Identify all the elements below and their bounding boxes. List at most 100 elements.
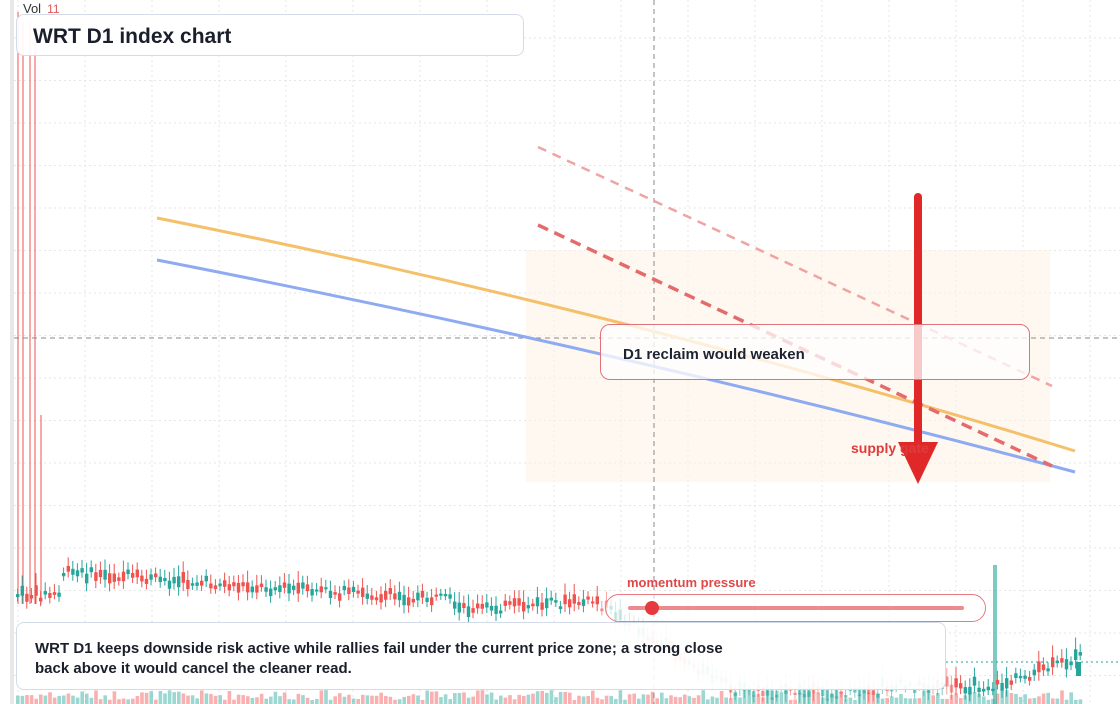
candle-body — [563, 594, 567, 605]
volume-bar — [577, 695, 581, 704]
candle-body — [351, 586, 356, 593]
candle-body — [834, 688, 839, 699]
candle-body — [241, 582, 245, 587]
candle-body — [259, 583, 264, 588]
volume-bar — [1009, 693, 1014, 704]
candle-body — [195, 582, 199, 586]
volume-bar — [108, 699, 112, 704]
volume-bar — [384, 696, 388, 704]
volume-bar — [545, 692, 549, 704]
candle-body — [43, 591, 47, 595]
volume-bar — [154, 699, 158, 704]
volume-bar — [945, 698, 949, 704]
volume-bar — [669, 695, 673, 704]
candle-body — [48, 592, 52, 598]
volume-bar — [793, 699, 797, 704]
volume-bar — [1046, 692, 1050, 704]
candle-body — [871, 688, 875, 695]
volume-bar — [144, 692, 149, 704]
candle-body — [255, 585, 259, 593]
volume-bar — [963, 695, 968, 704]
volume-bar — [1014, 693, 1018, 704]
volume-bar — [89, 697, 94, 704]
volume-bar — [848, 697, 853, 704]
candle-body — [407, 597, 411, 606]
volume-bar — [673, 696, 678, 704]
candle-body — [963, 687, 967, 694]
candle-body — [572, 594, 576, 604]
volume-bar — [1032, 698, 1037, 704]
volume-bar — [972, 692, 977, 704]
volume-bar — [917, 698, 922, 704]
volume-bar — [420, 699, 425, 704]
momentum-gauge[interactable] — [605, 594, 986, 622]
momentum-knob[interactable] — [644, 601, 659, 615]
volume-bar — [80, 691, 84, 704]
volume-label: Vol — [23, 1, 42, 16]
candle-body — [154, 573, 158, 578]
volume-bar — [94, 690, 98, 704]
candle-body — [379, 594, 383, 603]
candle-body — [209, 583, 213, 589]
candle-body — [393, 593, 397, 600]
candle-body — [149, 574, 153, 580]
volume-bar — [98, 699, 103, 704]
volume-bar — [85, 693, 89, 704]
candle-body — [485, 602, 489, 608]
volume-bar — [218, 695, 222, 704]
volume-bar — [664, 698, 669, 704]
volume-bar — [75, 697, 80, 704]
candle-body — [236, 582, 241, 593]
candle-body — [1018, 676, 1023, 679]
volume-bar — [269, 696, 273, 704]
volume-bar — [816, 692, 820, 704]
candle-body — [1000, 682, 1004, 691]
candle-body — [246, 582, 250, 593]
candle-body — [66, 565, 70, 572]
momentum-label: momentum pressure — [627, 575, 756, 590]
volume-bar — [112, 691, 117, 704]
volume-bar — [885, 698, 889, 704]
candle-body — [775, 695, 779, 698]
volume-bar — [287, 699, 291, 704]
candle-body — [862, 686, 866, 694]
candle-body — [554, 600, 558, 603]
volume-bar — [255, 697, 259, 704]
candle-body — [807, 686, 811, 697]
candle-body — [361, 587, 365, 597]
volume-bar — [209, 694, 213, 704]
volume-bar — [1055, 698, 1060, 704]
candle-body — [172, 576, 176, 584]
volume-bar — [710, 696, 715, 704]
volume-bar — [117, 699, 121, 704]
volume-bar — [485, 694, 489, 704]
volume-bar — [687, 696, 692, 704]
candle-body — [1032, 669, 1036, 676]
volume-bar — [236, 694, 241, 704]
candle-body — [586, 596, 590, 600]
candle-body — [972, 676, 977, 686]
volume-bar — [342, 696, 347, 704]
volume-bar — [508, 695, 512, 704]
volume-bar — [471, 696, 475, 704]
candle-body — [1037, 661, 1041, 673]
candle-body — [1076, 662, 1081, 676]
volume-bar — [586, 696, 590, 704]
volume-bar — [995, 693, 1000, 704]
left-axis-strip — [10, 0, 14, 704]
candle-body — [75, 570, 80, 577]
volume-bar — [379, 692, 383, 704]
volume-bar — [1064, 699, 1069, 704]
volume-bar — [246, 696, 250, 704]
volume-bar — [986, 699, 991, 704]
candle-body — [94, 572, 98, 581]
candle-body — [278, 585, 282, 593]
volume-bar — [540, 690, 544, 704]
volume-bar — [614, 699, 618, 704]
volume-bar — [34, 698, 38, 704]
candle-body — [112, 573, 116, 582]
volume-indicator-label: Vol 11 — [23, 1, 60, 16]
volume-bar — [439, 697, 443, 704]
volume-bar — [1028, 698, 1032, 704]
candle-body — [480, 603, 484, 609]
